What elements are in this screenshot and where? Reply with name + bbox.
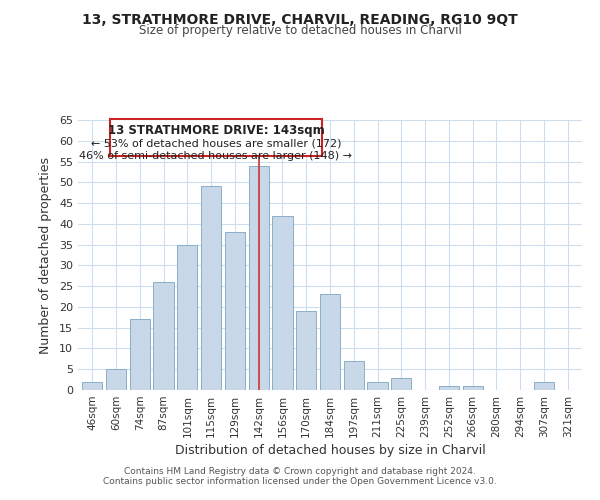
Bar <box>367 382 388 390</box>
Bar <box>320 294 340 390</box>
Bar <box>391 378 412 390</box>
Text: 46% of semi-detached houses are larger (148) →: 46% of semi-detached houses are larger (… <box>79 151 352 161</box>
Bar <box>225 232 245 390</box>
Bar <box>82 382 103 390</box>
Bar <box>534 382 554 390</box>
Text: Contains HM Land Registry data © Crown copyright and database right 2024.: Contains HM Land Registry data © Crown c… <box>124 467 476 476</box>
Bar <box>248 166 269 390</box>
Bar <box>201 186 221 390</box>
Bar <box>106 369 126 390</box>
X-axis label: Distribution of detached houses by size in Charvil: Distribution of detached houses by size … <box>175 444 485 457</box>
Text: Size of property relative to detached houses in Charvil: Size of property relative to detached ho… <box>139 24 461 37</box>
Text: Contains public sector information licensed under the Open Government Licence v3: Contains public sector information licen… <box>103 477 497 486</box>
Text: 13, STRATHMORE DRIVE, CHARVIL, READING, RG10 9QT: 13, STRATHMORE DRIVE, CHARVIL, READING, … <box>82 12 518 26</box>
Bar <box>272 216 293 390</box>
Bar <box>296 311 316 390</box>
Text: ← 53% of detached houses are smaller (172): ← 53% of detached houses are smaller (17… <box>91 139 341 149</box>
Bar <box>463 386 483 390</box>
Bar <box>154 282 173 390</box>
Text: 13 STRATHMORE DRIVE: 143sqm: 13 STRATHMORE DRIVE: 143sqm <box>107 124 324 137</box>
Bar <box>439 386 459 390</box>
Y-axis label: Number of detached properties: Number of detached properties <box>39 156 52 354</box>
Bar <box>130 320 150 390</box>
Bar <box>177 244 197 390</box>
Bar <box>344 361 364 390</box>
